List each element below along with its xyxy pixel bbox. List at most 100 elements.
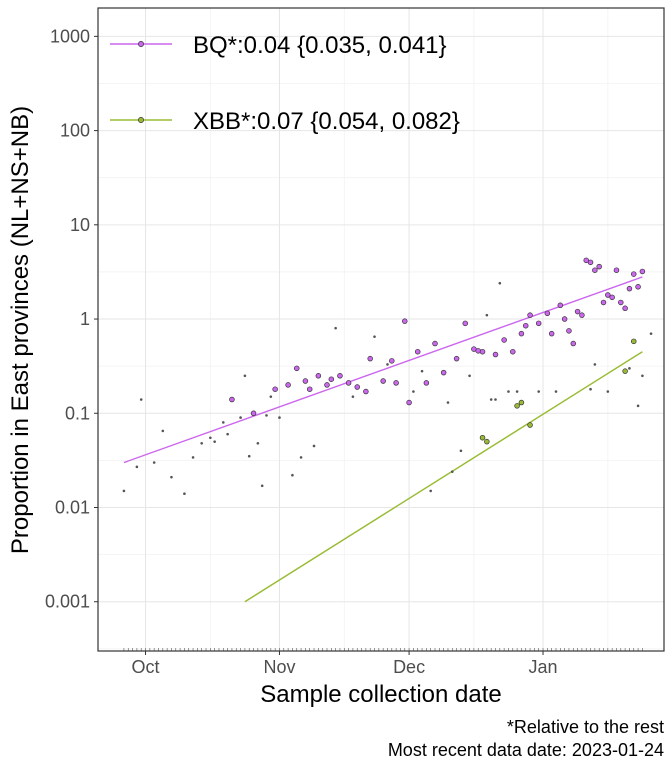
data-point <box>386 363 389 366</box>
data-point <box>515 390 519 393</box>
data-point <box>446 401 450 404</box>
data-point <box>440 369 447 376</box>
data-point <box>618 299 624 306</box>
data-point <box>299 456 303 459</box>
data-point <box>393 380 399 386</box>
data-point <box>170 475 173 479</box>
data-point <box>389 358 395 364</box>
data-point <box>527 312 533 318</box>
data-point <box>367 355 373 362</box>
data-point <box>414 348 421 355</box>
major-gridlines <box>98 8 664 651</box>
data-point <box>250 410 257 417</box>
caption-line-1: *Relative to the rest <box>507 717 664 737</box>
data-point <box>501 337 507 343</box>
y-tick-label: 100 <box>60 121 90 141</box>
legend-key-point <box>138 117 144 123</box>
fit-line <box>244 351 643 603</box>
data-point <box>380 378 386 384</box>
data-point <box>593 363 597 366</box>
legend: BQ*:0.04 {0.035, 0.041} XBB*:0.07 {0.054,… <box>110 32 460 135</box>
data-point <box>548 330 555 337</box>
data-point <box>518 399 525 406</box>
y-axis: 1000 100 10 1 0.1 0.01 0.001 <box>45 26 98 612</box>
data-point <box>537 390 541 393</box>
data-point <box>191 456 195 459</box>
fit-line <box>123 276 643 464</box>
data-point <box>600 299 607 306</box>
data-point <box>324 382 330 388</box>
data-point <box>574 308 581 315</box>
data-point <box>527 422 533 428</box>
data-point <box>518 330 525 337</box>
data-point <box>432 340 438 347</box>
data-point <box>459 449 463 453</box>
data-point <box>278 416 281 419</box>
data-point <box>507 390 510 393</box>
data-point <box>510 348 516 355</box>
data-point <box>628 367 631 370</box>
data-point <box>485 313 489 317</box>
data-point <box>285 382 291 388</box>
data-point <box>535 320 542 327</box>
data-point <box>402 318 408 324</box>
data-point <box>631 338 637 345</box>
x-tick-label: Jan <box>529 657 558 677</box>
data-point <box>247 454 251 458</box>
data-point <box>639 268 646 275</box>
data-point <box>479 434 486 441</box>
data-point <box>566 328 572 334</box>
data-point <box>420 369 424 373</box>
x-axis-title: Sample collection date <box>260 681 501 708</box>
data-point <box>554 390 558 393</box>
data-point <box>152 461 156 464</box>
data-point <box>334 326 337 330</box>
data-point <box>522 322 529 329</box>
data-point <box>423 380 430 386</box>
y-tick-label: 10 <box>70 215 90 235</box>
minor-gridlines <box>98 8 664 651</box>
data-point <box>631 271 637 277</box>
data-point <box>373 335 376 338</box>
y-axis-title: Proportion in East provinces (NL+NS+NB) <box>7 106 34 554</box>
data-point <box>453 355 460 362</box>
data-point <box>609 294 615 301</box>
data-point <box>492 351 499 358</box>
data-point <box>406 399 412 406</box>
data-point <box>450 470 454 473</box>
data-point <box>557 302 564 309</box>
data-point <box>213 440 216 443</box>
data-point <box>489 398 493 401</box>
fit-lines <box>123 276 643 603</box>
data-point <box>302 378 309 384</box>
data-point <box>561 316 568 322</box>
data-point <box>269 395 273 398</box>
data-point <box>351 395 355 398</box>
data-point <box>260 484 264 488</box>
data-point <box>312 444 316 448</box>
data-point <box>272 386 278 392</box>
y-tick-label: 0.1 <box>65 403 90 423</box>
y-tick-label: 1000 <box>50 26 90 46</box>
data-point <box>475 348 481 354</box>
data-point <box>243 374 247 378</box>
data-point <box>429 489 432 493</box>
data-point <box>498 281 502 285</box>
data-point <box>514 403 520 409</box>
data-point <box>592 267 598 273</box>
data-point <box>209 436 212 440</box>
y-tick-label: 0.01 <box>55 498 90 518</box>
data-point <box>229 396 235 403</box>
data-point <box>622 305 628 312</box>
data-point <box>479 348 486 355</box>
data-point <box>544 310 551 317</box>
x-axis: Oct Nov Dec Jan <box>132 651 558 677</box>
y-tick-label: 1 <box>80 309 90 329</box>
caption-line-2: Most recent data date: 2023-01-24 <box>388 740 664 760</box>
data-point <box>641 374 644 378</box>
x-tick-label: Oct <box>132 657 160 677</box>
data-point <box>183 492 186 496</box>
data-point <box>315 373 322 379</box>
